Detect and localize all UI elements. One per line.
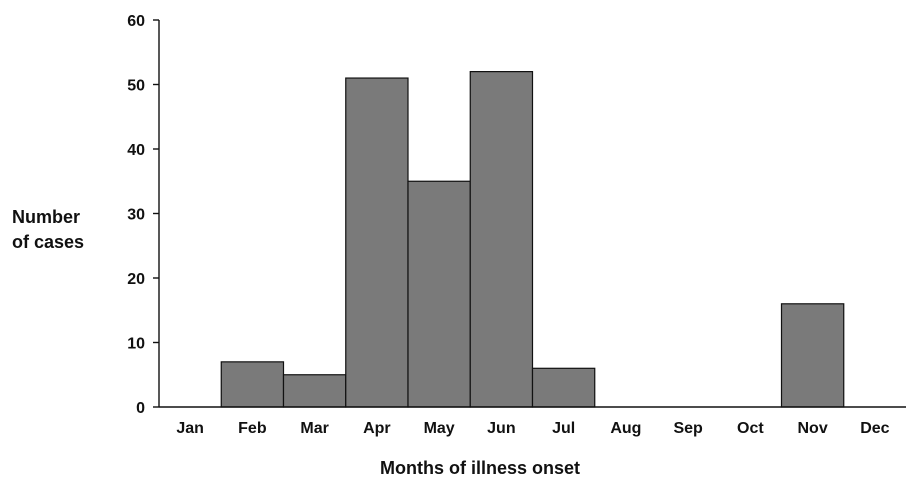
x-tick-label-aug: Aug <box>610 420 641 437</box>
x-tick-label-jan: Jan <box>176 420 204 437</box>
y-tick-label: 30 <box>127 207 145 224</box>
x-tick-label-jul: Jul <box>552 420 575 437</box>
y-tick-label: 40 <box>127 142 145 159</box>
y-tick-label: 50 <box>127 78 145 95</box>
x-tick-label-nov: Nov <box>798 420 828 437</box>
y-axis-title-line-2: of cases <box>12 232 84 252</box>
x-axis-title: Months of illness onset <box>380 458 580 478</box>
x-tick-label-apr: Apr <box>363 420 391 437</box>
bar-nov <box>780 303 845 408</box>
x-tick-label-may: May <box>424 420 455 437</box>
bars-group <box>220 70 845 408</box>
bar-may <box>407 180 471 408</box>
y-tick-labels: 0 10 20 30 40 50 60 <box>127 13 159 417</box>
y-axis-title-line-1: Number <box>12 207 80 227</box>
x-tick-label-sep: Sep <box>673 420 703 437</box>
y-tick-label: 10 <box>127 336 145 353</box>
y-tick-label: 0 <box>136 400 145 417</box>
bar-jun <box>469 70 534 408</box>
bar-apr <box>345 77 409 408</box>
x-tick-label-dec: Dec <box>860 420 889 437</box>
x-tick-label-oct: Oct <box>737 420 764 437</box>
x-tick-label-jun: Jun <box>487 420 515 437</box>
bar-mar <box>282 374 347 408</box>
bar-jul <box>531 367 596 408</box>
x-tick-label-feb: Feb <box>238 420 267 437</box>
x-tick-label-mar: Mar <box>300 420 328 437</box>
y-tick-label: 20 <box>127 271 145 288</box>
bar-feb <box>220 361 285 408</box>
x-tick-labels: Jan Feb Mar Apr May Jun Jul Aug Sep Oct Nov Dec <box>176 420 889 437</box>
y-tick-label: 60 <box>127 13 145 30</box>
